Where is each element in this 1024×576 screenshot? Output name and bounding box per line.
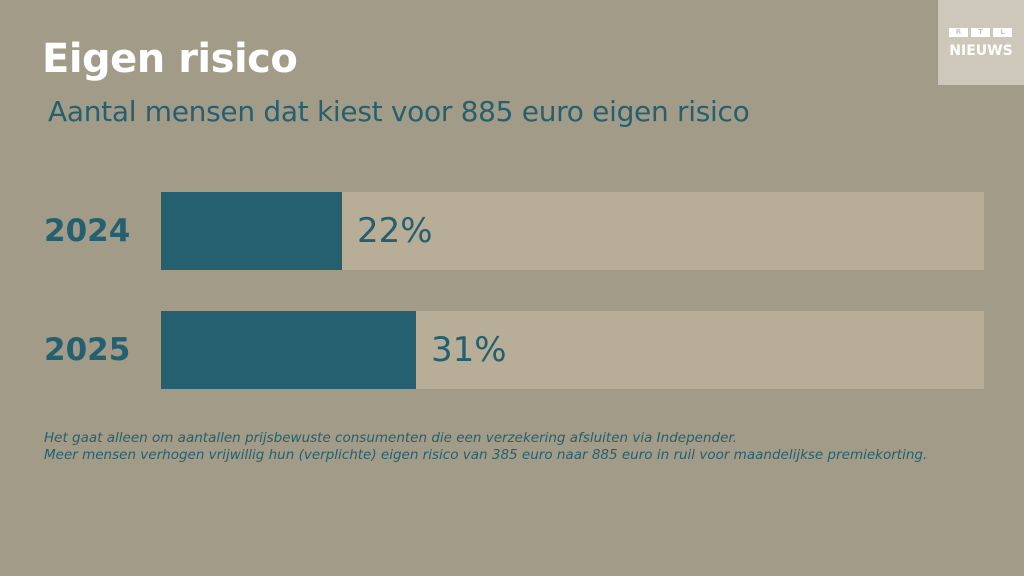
bar-track-2024: 22% bbox=[161, 192, 984, 270]
rtl-nieuws-logo: R T L NIEUWS bbox=[938, 0, 1024, 85]
logo-letter-l: L bbox=[993, 28, 1012, 37]
bar-value-2024: 22% bbox=[357, 211, 433, 251]
rtl-letter-boxes: R T L bbox=[949, 28, 1012, 37]
logo-letter-r: R bbox=[949, 28, 968, 37]
chart-subtitle: Aantal mensen dat kiest voor 885 euro ei… bbox=[48, 95, 750, 128]
bar-track-2025: 31% bbox=[161, 311, 984, 389]
bar-2025 bbox=[161, 311, 416, 389]
footnote-line-2: Meer mensen verhogen vrijwillig hun (ver… bbox=[44, 447, 928, 463]
footnote-line-1: Het gaat alleen om aantallen prijsbewust… bbox=[44, 430, 737, 446]
bar-label-2025: 2025 bbox=[44, 332, 131, 368]
bar-label-2024: 2024 bbox=[44, 213, 131, 249]
footnote: Het gaat alleen om aantallen prijsbewust… bbox=[44, 430, 927, 464]
bar-value-2025: 31% bbox=[431, 330, 507, 370]
logo-word: NIEUWS bbox=[949, 43, 1013, 59]
chart-title: Eigen risico bbox=[42, 36, 298, 82]
logo-letter-t: T bbox=[971, 28, 990, 37]
bar-2024 bbox=[161, 192, 342, 270]
